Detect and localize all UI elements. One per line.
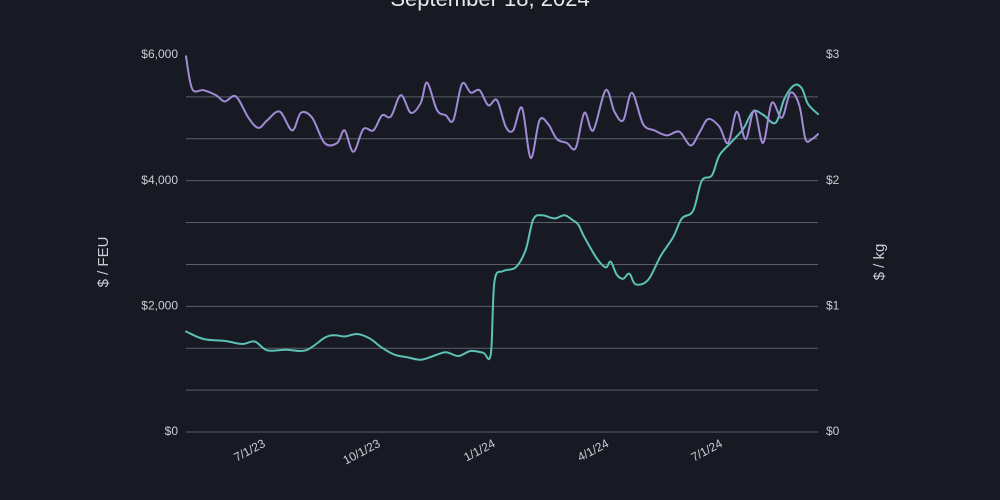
right-tick-label: $2	[826, 173, 840, 187]
left-tick-label: $2,000	[141, 299, 178, 313]
x-tick-label: 7/1/24	[689, 436, 725, 464]
x-tick-label: 7/1/23	[232, 436, 268, 464]
x-tick-label: 1/1/24	[461, 436, 497, 464]
axes: $0 $2,000 $4,000 $6,000 $0 $1 $2 $3 7/1/23 10/1/2…	[141, 47, 839, 467]
chart-title: September 18, 2024	[390, 0, 589, 11]
x-tick-label: 4/1/24	[575, 436, 611, 464]
left-tick-label: $0	[165, 424, 179, 438]
right-tick-label: $1	[826, 299, 840, 313]
air-rate-line	[185, 55, 819, 160]
right-axis-label: $ / kg	[871, 244, 888, 281]
right-tick-label: $0	[826, 424, 840, 438]
ocean-rate-line	[185, 83, 819, 361]
left-tick-label: $6,000	[141, 47, 178, 61]
x-tick-label: 10/1/23	[341, 436, 383, 467]
left-axis-label: $ / FEU	[95, 237, 112, 288]
series-lines	[185, 55, 819, 361]
left-tick-label: $4,000	[141, 173, 178, 187]
right-tick-label: $3	[826, 47, 840, 61]
gridlines	[186, 96, 818, 433]
